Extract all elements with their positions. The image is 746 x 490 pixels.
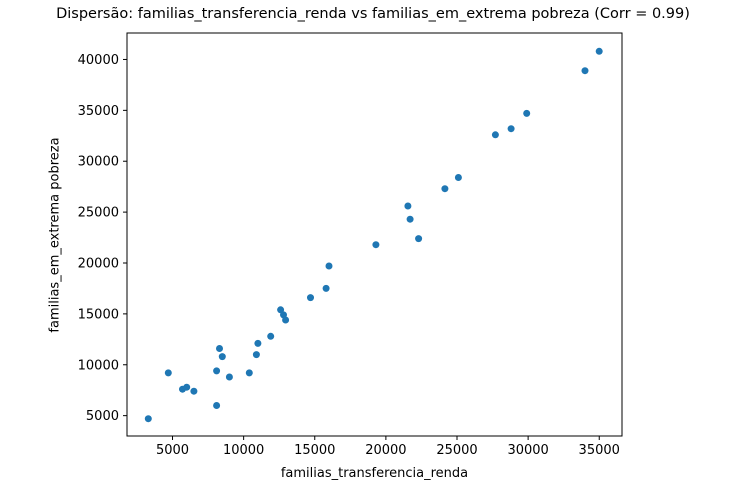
data-point <box>190 387 198 395</box>
data-point <box>454 174 462 181</box>
x-tick-label: 35000 <box>579 443 620 458</box>
y-tick-label: 25000 <box>78 206 119 221</box>
x-tick-label: 30000 <box>507 443 548 458</box>
x-tick-label: 5000 <box>156 443 189 458</box>
data-point <box>254 339 262 347</box>
data-point <box>491 131 499 139</box>
y-tick-label: 30000 <box>78 155 119 170</box>
data-point <box>523 109 531 117</box>
y-tick-label: 5000 <box>86 409 119 424</box>
x-tick-label: 25000 <box>436 443 477 458</box>
chart-title: Dispersão: familias_transferencia_renda … <box>56 6 690 22</box>
data-point <box>507 125 515 133</box>
data-point <box>277 306 285 314</box>
data-point <box>322 284 330 292</box>
data-point <box>213 402 221 409</box>
data-point <box>213 367 221 375</box>
data-point <box>164 369 172 377</box>
y-tick-label: 10000 <box>78 358 119 373</box>
data-point <box>218 353 226 361</box>
data-point <box>144 415 152 423</box>
y-tick-label: 40000 <box>78 53 119 68</box>
y-tick-label: 15000 <box>78 307 119 322</box>
x-tick-label: 20000 <box>365 443 406 458</box>
x-tick-label: 15000 <box>294 443 335 458</box>
data-point <box>441 185 449 193</box>
data-point <box>216 345 223 352</box>
data-point <box>406 215 414 223</box>
y-tick-label: 20000 <box>78 256 119 271</box>
data-point <box>225 373 233 381</box>
data-point <box>282 316 290 324</box>
data-point <box>581 67 589 75</box>
data-point <box>415 235 423 243</box>
data-point <box>404 202 412 210</box>
plot-area-border <box>126 32 623 437</box>
data-point <box>595 47 603 55</box>
x-tick-label: 10000 <box>223 443 264 458</box>
data-point <box>267 332 275 340</box>
data-point <box>252 351 260 359</box>
data-point <box>183 383 191 391</box>
data-point <box>372 241 380 249</box>
y-tick-label: 35000 <box>78 104 119 119</box>
data-point <box>245 369 253 377</box>
y-axis-label: familias_em_extrema pobreza <box>47 137 63 333</box>
data-point <box>325 262 333 270</box>
data-point <box>307 294 314 302</box>
x-axis-label: familias_transferencia_renda <box>280 466 469 481</box>
